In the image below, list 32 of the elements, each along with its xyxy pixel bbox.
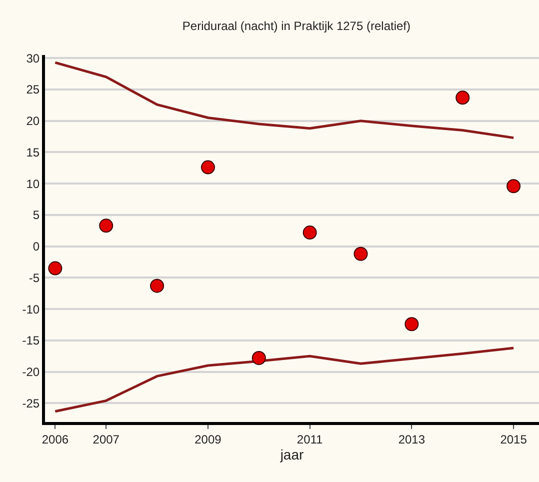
y-tick-label: -20 xyxy=(22,365,40,380)
point xyxy=(200,160,215,174)
y-tick-label: 15 xyxy=(26,145,40,160)
point xyxy=(48,261,62,276)
y-tick-label: 5 xyxy=(32,208,40,222)
point xyxy=(506,179,521,194)
point xyxy=(302,226,317,240)
x-tick-label: 2011 xyxy=(296,432,324,446)
y-tick-label: -15 xyxy=(22,334,40,348)
point xyxy=(354,246,368,261)
x-tick-label: 2013 xyxy=(398,432,426,446)
point xyxy=(150,278,164,293)
x-axis-title: jaar xyxy=(279,446,304,462)
x-tick-label: 2015 xyxy=(500,432,528,446)
x-tick-label: 2006 xyxy=(42,432,69,446)
y-tick-label: 25 xyxy=(26,82,40,97)
line-series xyxy=(54,61,515,140)
point xyxy=(456,90,470,105)
line-series xyxy=(54,346,515,413)
point xyxy=(252,351,266,366)
y-tick-label: -25 xyxy=(22,396,40,410)
y-tick-label: 0 xyxy=(32,240,40,254)
y-tick-label: -10 xyxy=(22,302,40,316)
x-tick-label: 2009 xyxy=(194,432,222,446)
point xyxy=(99,218,114,233)
y-tick-label: -5 xyxy=(28,270,40,285)
y-tick-label: 20 xyxy=(26,114,40,128)
y-tick-label: 10 xyxy=(26,176,40,191)
point xyxy=(404,317,419,332)
y-tick-label: 30 xyxy=(26,51,40,66)
x-tick-label: 2007 xyxy=(92,432,120,446)
chart-title: Periduraal (nacht) in Praktijk 1275 (relatief) xyxy=(182,19,411,34)
